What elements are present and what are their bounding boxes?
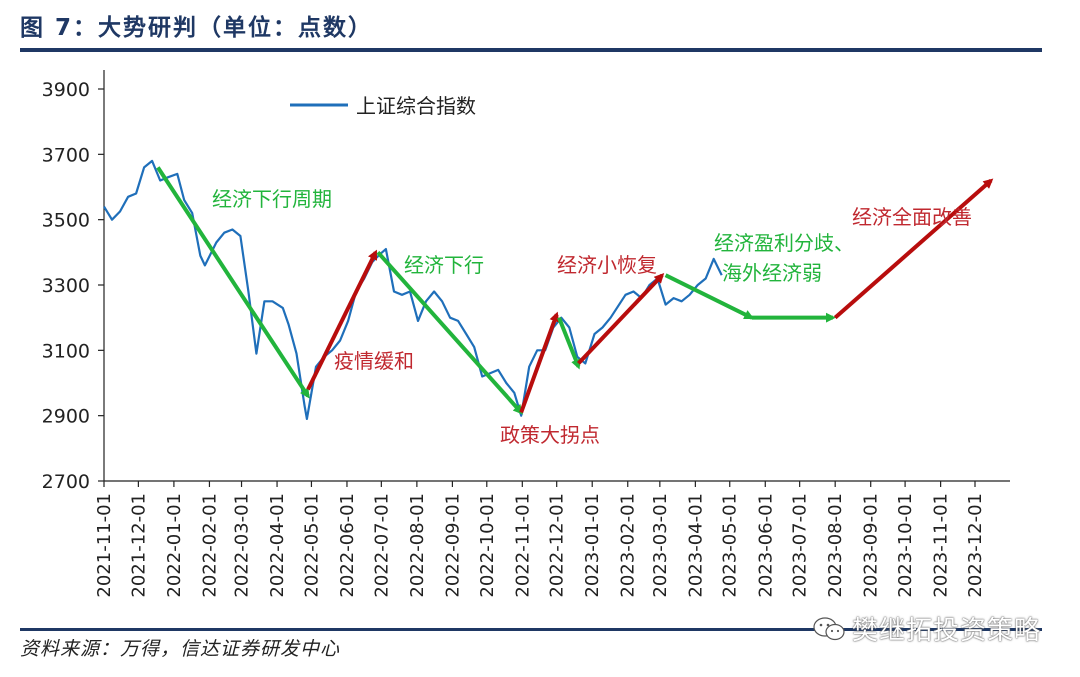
legend-label: 上证综合指数 — [356, 94, 476, 118]
footer-divider — [20, 628, 1042, 631]
x-tick-label: 2023-05-01 — [720, 493, 741, 598]
annotation-label: 经济盈利分歧、海外经济弱 — [714, 231, 854, 285]
y-tick-label: 3500 — [42, 210, 90, 232]
chart-canvas: 2700 2900 3100 3300 3500 3700 3900 2021-11-01 20… — [42, 70, 1010, 598]
trend-arrow-up — [833, 178, 994, 320]
x-tick-label: 2022-12-01 — [547, 493, 568, 598]
trend-arrow-up — [519, 311, 560, 414]
x-tick-label: 2023-07-01 — [790, 493, 811, 598]
x-tick-label: 2023-06-01 — [755, 493, 776, 598]
wechat-icon — [813, 616, 845, 640]
x-tick-label: 2021-11-01 — [94, 493, 115, 598]
x-tick-label: 2023-11-01 — [931, 493, 952, 598]
annotation-label: 经济小恢复 — [557, 253, 657, 277]
title-divider — [20, 48, 1042, 52]
legend: 上证综合指数 — [290, 94, 476, 118]
y-tick-label: 2900 — [42, 406, 90, 428]
x-tick-label: 2022-10-01 — [477, 493, 498, 598]
y-tick-label: 2700 — [42, 471, 90, 493]
x-tick-label: 2022-06-01 — [337, 493, 358, 598]
figure-title: 图 7：大势研判（单位：点数） — [20, 15, 374, 41]
y-tick-label: 3900 — [42, 79, 90, 101]
trend-arrow-down — [557, 316, 581, 370]
x-tick-label: 2022-09-01 — [442, 493, 463, 598]
watermark: 樊继拓投资策略 — [812, 610, 1041, 647]
watermark-text: 樊继拓投资策略 — [852, 616, 1042, 646]
axes: 2700 2900 3100 3300 3500 3700 3900 2021-11-01 20… — [42, 70, 1010, 598]
y-tick-label: 3100 — [42, 340, 90, 362]
source-note: 资料来源：万得，信达证券研发中心 — [20, 638, 341, 660]
x-tick-label: 2023-03-01 — [650, 493, 671, 598]
x-tick-label: 2023-02-01 — [618, 493, 639, 598]
annotation-label: 疫情缓和 — [334, 349, 414, 373]
trend-arrow-down — [664, 273, 755, 320]
x-tick-label: 2022-07-01 — [371, 493, 392, 598]
x-tick-label: 2022-03-01 — [232, 493, 253, 598]
x-tick-label: 2022-01-01 — [164, 493, 185, 598]
x-tick-label: 2023-04-01 — [685, 493, 706, 598]
y-tick-label: 3300 — [42, 275, 90, 297]
trend-arrow-down — [156, 166, 310, 399]
x-tick-label: 2023-08-01 — [825, 493, 846, 598]
x-tick-label: 2022-05-01 — [301, 493, 322, 598]
trend-arrow-up — [306, 249, 378, 391]
y-tick-label: 3700 — [42, 144, 90, 166]
x-tick-label: 2021-12-01 — [128, 493, 149, 598]
x-tick-label: 2023-01-01 — [582, 493, 603, 598]
x-tick-label: 2022-08-01 — [407, 493, 428, 598]
x-tick-label: 2023-09-01 — [861, 493, 882, 598]
annotation-label: 经济下行 — [404, 253, 484, 277]
annotation-label: 政策大拐点 — [500, 423, 600, 447]
series-layer — [103, 159, 723, 420]
annotation-label: 经济全面改善 — [852, 205, 972, 229]
annotation-label: 经济下行周期 — [212, 187, 332, 211]
series-line-上证综合指数 — [103, 159, 723, 420]
x-tick-label: 2022-02-01 — [199, 493, 220, 598]
x-tick-label: 2023-10-01 — [895, 493, 916, 598]
x-tick-label: 2022-04-01 — [267, 493, 288, 598]
trend-arrow-down — [376, 250, 524, 415]
x-tick-label: 2022-11-01 — [512, 493, 533, 598]
x-tick-label: 2023-12-01 — [965, 493, 986, 598]
trend-arrow-up — [577, 273, 665, 365]
